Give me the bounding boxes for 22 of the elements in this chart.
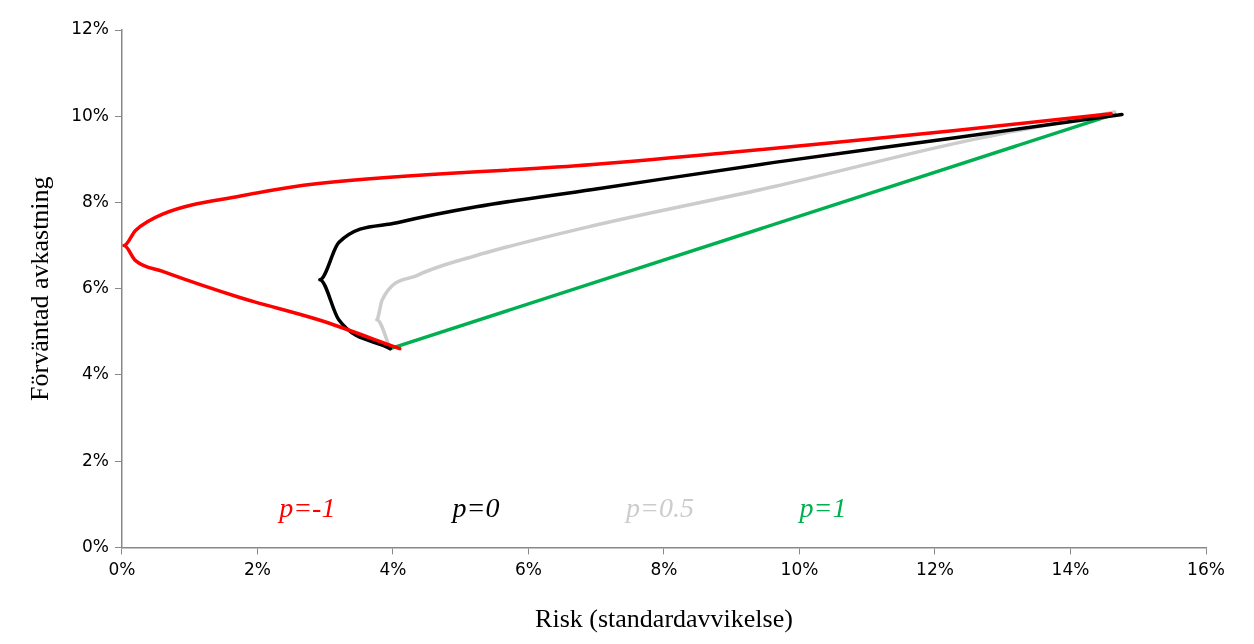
y-tick-label: 10%	[71, 104, 109, 125]
line-series	[122, 111, 1113, 351]
text: p=1	[797, 491, 847, 523]
x-tick-label: 4%	[379, 559, 407, 580]
text: p=0	[450, 491, 500, 523]
x-tick-label: 8%	[650, 559, 678, 580]
x-tick-label: 0%	[108, 559, 136, 580]
text: p=-1	[277, 491, 336, 523]
x-tick-label: 14%	[1051, 559, 1090, 580]
x-tick-label: 6%	[515, 559, 542, 580]
y-tick-label: 6%	[82, 277, 109, 298]
y-tick-label: 2%	[82, 449, 109, 470]
y-tick-label: 0%	[82, 535, 109, 556]
x-tick-label: 16%	[1187, 559, 1225, 580]
y-axis-title: Förväntad avkastning	[25, 176, 55, 401]
y-tick-label: 12%	[71, 18, 109, 39]
x-tick-label: 10%	[780, 559, 819, 580]
x-tick-label: 2%	[243, 559, 271, 580]
x-axis-title: Risk (standardavvikelse)	[535, 604, 793, 634]
x-tick-label: 12%	[916, 559, 954, 580]
y-tick-label: 8%	[82, 190, 109, 211]
y-tick-label: 4%	[82, 363, 109, 384]
